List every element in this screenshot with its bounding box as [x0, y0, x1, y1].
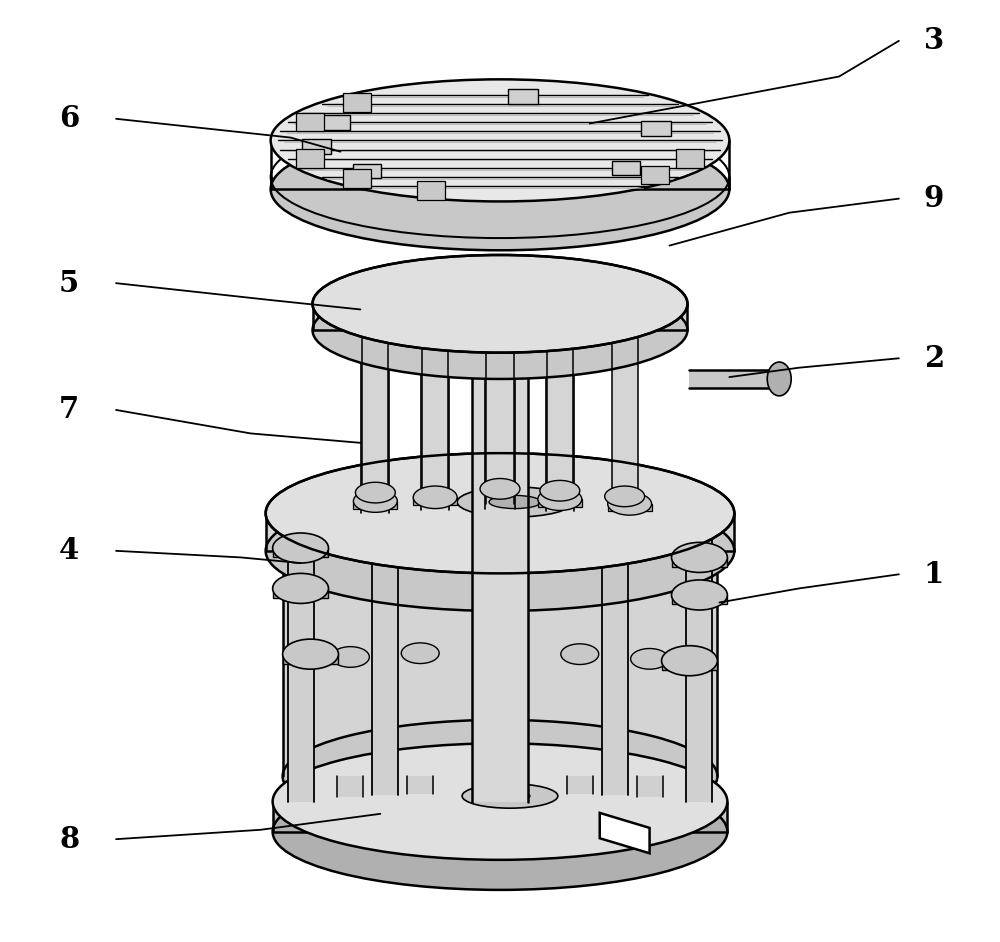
Bar: [612, 161, 640, 175]
Polygon shape: [662, 660, 717, 670]
Bar: [417, 182, 445, 201]
Bar: [343, 169, 371, 187]
Ellipse shape: [480, 479, 520, 499]
Polygon shape: [422, 330, 448, 506]
Ellipse shape: [767, 362, 791, 396]
Ellipse shape: [401, 642, 439, 663]
Ellipse shape: [273, 533, 328, 563]
Polygon shape: [283, 654, 338, 663]
Ellipse shape: [283, 639, 338, 669]
Bar: [320, 115, 350, 130]
Ellipse shape: [331, 646, 369, 667]
Polygon shape: [413, 497, 457, 505]
Polygon shape: [273, 802, 727, 832]
Polygon shape: [273, 548, 328, 558]
Ellipse shape: [605, 486, 645, 507]
Polygon shape: [485, 322, 515, 509]
Polygon shape: [486, 776, 514, 796]
Polygon shape: [372, 504, 398, 795]
Text: 8: 8: [59, 824, 79, 853]
Ellipse shape: [353, 490, 397, 512]
Bar: [353, 164, 381, 178]
Ellipse shape: [273, 743, 727, 860]
Polygon shape: [273, 589, 328, 598]
Ellipse shape: [672, 580, 727, 610]
Ellipse shape: [662, 645, 717, 675]
Text: 2: 2: [924, 344, 944, 373]
Polygon shape: [271, 177, 729, 189]
Ellipse shape: [271, 128, 729, 251]
Polygon shape: [266, 513, 734, 551]
Text: 4: 4: [59, 536, 79, 565]
Ellipse shape: [489, 495, 541, 509]
Ellipse shape: [608, 493, 652, 515]
Text: 1: 1: [924, 560, 944, 589]
Ellipse shape: [283, 720, 717, 833]
Ellipse shape: [457, 487, 573, 517]
Bar: [296, 113, 324, 132]
Ellipse shape: [468, 292, 532, 312]
Polygon shape: [637, 776, 663, 797]
Ellipse shape: [540, 480, 580, 501]
Polygon shape: [672, 595, 727, 605]
Polygon shape: [602, 504, 628, 795]
Text: 9: 9: [924, 184, 944, 213]
Text: 7: 7: [59, 396, 79, 425]
Ellipse shape: [413, 486, 457, 509]
Ellipse shape: [283, 495, 717, 608]
Ellipse shape: [672, 543, 727, 573]
Polygon shape: [689, 369, 779, 388]
Ellipse shape: [538, 488, 582, 511]
Ellipse shape: [355, 482, 395, 503]
Ellipse shape: [631, 648, 669, 669]
Bar: [641, 121, 671, 136]
Polygon shape: [353, 501, 397, 509]
Ellipse shape: [481, 641, 519, 661]
Polygon shape: [288, 509, 314, 802]
Bar: [296, 150, 324, 169]
Bar: [343, 93, 371, 112]
Polygon shape: [672, 558, 727, 567]
Polygon shape: [313, 304, 687, 330]
Ellipse shape: [266, 491, 734, 611]
Polygon shape: [538, 499, 582, 507]
Polygon shape: [546, 327, 574, 512]
Polygon shape: [600, 813, 650, 853]
Polygon shape: [486, 330, 514, 504]
Ellipse shape: [561, 643, 599, 664]
Polygon shape: [686, 509, 712, 802]
Bar: [302, 139, 331, 154]
Ellipse shape: [273, 773, 727, 890]
Text: 6: 6: [59, 105, 79, 133]
Ellipse shape: [266, 453, 734, 574]
Polygon shape: [612, 330, 638, 510]
Ellipse shape: [273, 574, 328, 604]
Polygon shape: [472, 302, 528, 802]
Ellipse shape: [462, 784, 558, 808]
Polygon shape: [567, 776, 593, 794]
Ellipse shape: [490, 791, 530, 801]
Polygon shape: [337, 776, 363, 797]
Polygon shape: [421, 325, 449, 511]
Polygon shape: [361, 330, 389, 513]
Text: 5: 5: [59, 268, 79, 298]
Bar: [508, 89, 538, 104]
Polygon shape: [362, 330, 388, 509]
Ellipse shape: [313, 282, 687, 379]
Text: 3: 3: [924, 26, 944, 56]
Polygon shape: [407, 776, 433, 794]
Polygon shape: [608, 504, 652, 512]
Polygon shape: [283, 551, 717, 776]
Polygon shape: [547, 330, 573, 507]
Ellipse shape: [271, 79, 729, 202]
Bar: [641, 166, 669, 185]
Ellipse shape: [313, 255, 687, 352]
Bar: [676, 150, 704, 169]
